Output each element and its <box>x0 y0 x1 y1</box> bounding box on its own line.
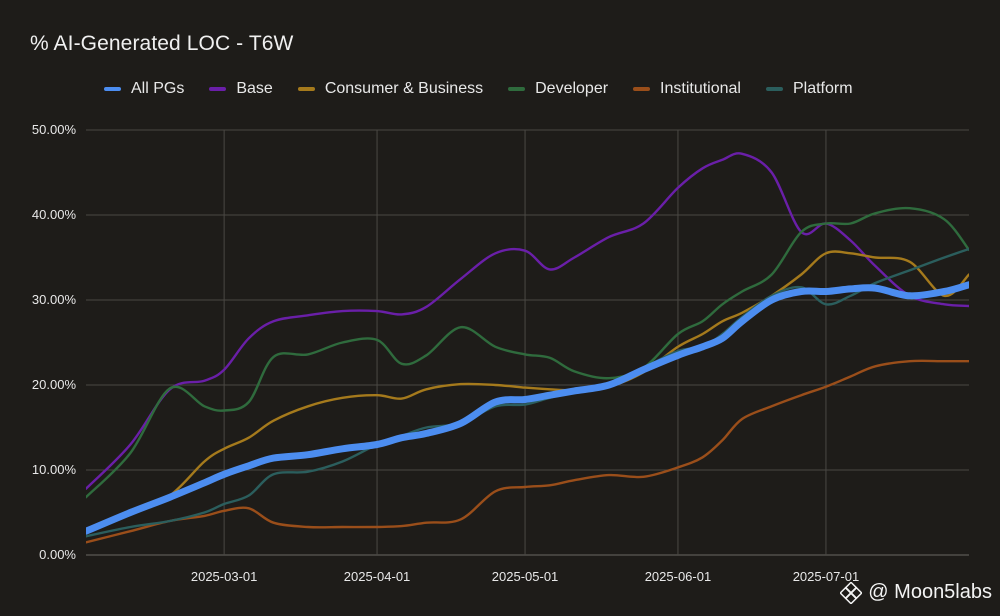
legend-label: Consumer & Business <box>324 80 484 97</box>
legend-swatch <box>765 87 783 91</box>
legend-swatch <box>633 87 651 91</box>
y-tick-label: 30.00% <box>32 292 77 307</box>
x-tick-label: 2025-06-01 <box>645 569 712 584</box>
y-tick-label: 40.00% <box>32 207 77 222</box>
legend-item-all-pgs: All PGs <box>104 80 184 98</box>
series-line-consumer-business <box>86 250 969 533</box>
chart-title: % AI-Generated LOC - T6W <box>30 32 294 55</box>
legend-label: Developer <box>535 80 609 97</box>
series-line-institutional <box>86 359 969 544</box>
legend-swatch <box>209 87 227 91</box>
y-tick-label: 0.00% <box>39 547 76 562</box>
y-tick-label: 50.00% <box>32 122 77 137</box>
series-line-base <box>86 152 969 490</box>
legend-label: Base <box>236 80 273 97</box>
legend-swatch <box>508 87 526 91</box>
x-tick-label: 2025-03-01 <box>191 569 258 584</box>
x-tick-label: 2025-05-01 <box>492 569 559 584</box>
legend-swatch <box>104 87 121 91</box>
series-line-all-pgs <box>86 281 969 535</box>
series-line-developer <box>86 206 969 499</box>
x-tick-label: 2025-07-01 <box>793 569 860 584</box>
legend-item-platform: Platform <box>765 80 853 98</box>
watermark: @ Moon5labs <box>840 581 992 604</box>
legend-item-institutional: Institutional <box>633 80 741 98</box>
legend-label: Institutional <box>660 80 741 97</box>
y-tick-label: 20.00% <box>32 377 77 392</box>
series-group <box>86 152 969 544</box>
legend-item-consumer-business: Consumer & Business <box>297 80 484 98</box>
watermark-text: @ Moon5labs <box>868 581 992 603</box>
chart-legend: All PGs Base Consumer & Business Developer I… <box>104 80 878 98</box>
legend-item-base: Base <box>209 80 273 98</box>
legend-swatch <box>297 87 315 91</box>
y-tick-label: 10.00% <box>32 462 77 477</box>
legend-label: All PGs <box>131 80 185 97</box>
legend-item-developer: Developer <box>508 80 608 98</box>
x-tick-label: 2025-04-01 <box>344 569 411 584</box>
legend-label: Platform <box>792 80 853 97</box>
binance-logo-icon <box>840 581 863 604</box>
